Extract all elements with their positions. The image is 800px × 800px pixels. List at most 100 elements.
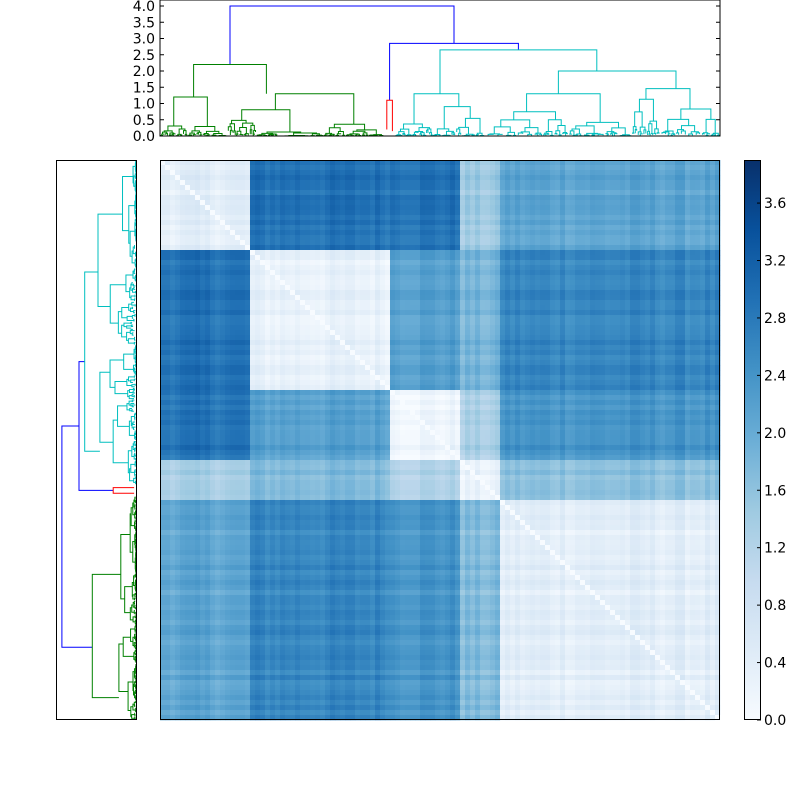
heatmap-cell xyxy=(525,190,531,196)
heatmap-cell xyxy=(380,220,386,226)
heatmap-cell xyxy=(370,210,376,216)
heatmap-cell xyxy=(550,215,556,221)
dendrogram-link xyxy=(389,42,519,101)
heatmap-cell xyxy=(685,345,691,351)
heatmap-cell xyxy=(300,225,306,231)
heatmap-cell xyxy=(530,340,536,346)
heatmap-cell xyxy=(650,345,656,351)
heatmap-cell xyxy=(555,245,561,251)
heatmap-cell xyxy=(250,220,256,226)
heatmap-cell xyxy=(330,325,336,331)
heatmap-cell xyxy=(650,290,656,296)
heatmap-cell xyxy=(335,350,341,356)
heatmap-cell xyxy=(345,195,351,201)
heatmap-cell xyxy=(235,285,241,291)
heatmap-cell xyxy=(705,220,711,226)
heatmap-cell xyxy=(680,345,686,351)
heatmap-cell xyxy=(230,295,236,301)
heatmap-cell xyxy=(630,290,636,296)
heatmap-cell xyxy=(420,280,426,286)
heatmap-cell xyxy=(355,275,361,281)
heatmap-cell xyxy=(385,170,391,176)
heatmap-cell xyxy=(425,190,431,196)
heatmap-cell xyxy=(225,290,231,296)
heatmap-cell xyxy=(460,325,466,331)
heatmap-cell xyxy=(320,300,326,306)
heatmap-cell xyxy=(625,240,631,246)
heatmap-cell xyxy=(250,285,256,291)
top-dendrogram-y-axis: 0.00.51.01.52.02.53.03.54.0 xyxy=(133,0,720,145)
heatmap-cell xyxy=(705,270,711,276)
heatmap-cell xyxy=(235,160,241,166)
heatmap-cell xyxy=(175,235,181,241)
heatmap-cell xyxy=(410,250,416,256)
heatmap-cell xyxy=(450,215,456,221)
heatmap-cell xyxy=(355,160,361,166)
heatmap-cell xyxy=(195,275,201,281)
heatmap-cell xyxy=(715,160,721,166)
heatmap-cell xyxy=(255,265,261,271)
heatmap-cell xyxy=(220,345,226,351)
heatmap-cell xyxy=(345,170,351,176)
heatmap-cell xyxy=(470,215,476,221)
heatmap-cell xyxy=(520,215,526,221)
heatmap-cell xyxy=(420,210,426,216)
heatmap-cell xyxy=(345,260,351,266)
heatmap-cell xyxy=(315,350,321,356)
heatmap-cell xyxy=(280,345,286,351)
heatmap-cell xyxy=(395,250,401,256)
heatmap-cell xyxy=(490,170,496,176)
heatmap-cell xyxy=(325,235,331,241)
heatmap-cell xyxy=(530,170,536,176)
heatmap-cell xyxy=(205,160,211,166)
heatmap-cell xyxy=(220,285,226,291)
heatmap-cell xyxy=(490,195,496,201)
heatmap-cell xyxy=(550,175,556,181)
heatmap-cell xyxy=(260,185,266,191)
heatmap-cell xyxy=(215,160,221,166)
heatmap-cell xyxy=(450,250,456,256)
heatmap-cell xyxy=(700,225,706,231)
heatmap-cell xyxy=(560,305,566,311)
dendrogram-link xyxy=(132,616,136,623)
heatmap-cell xyxy=(660,300,666,306)
heatmap-cell xyxy=(490,290,496,296)
heatmap-cell xyxy=(540,335,546,341)
heatmap-cell xyxy=(435,180,441,186)
heatmap-cell xyxy=(595,350,601,356)
heatmap-cell xyxy=(355,345,361,351)
heatmap-cell xyxy=(615,225,621,231)
heatmap-cell xyxy=(610,160,616,166)
heatmap-cell xyxy=(240,205,246,211)
heatmap-cell xyxy=(285,220,291,226)
heatmap-cell xyxy=(280,245,286,251)
heatmap-cell xyxy=(585,265,591,271)
heatmap-cell xyxy=(180,205,186,211)
heatmap-cell xyxy=(670,185,676,191)
heatmap-cell xyxy=(405,310,411,316)
heatmap-cell xyxy=(340,300,346,306)
heatmap-cell xyxy=(515,230,521,236)
heatmap-cell xyxy=(650,265,656,271)
heatmap-cell xyxy=(670,190,676,196)
heatmap-cell xyxy=(680,330,686,336)
heatmap-cell xyxy=(425,250,431,256)
heatmap-cell xyxy=(520,325,526,331)
heatmap-cell xyxy=(675,325,681,331)
heatmap-cell xyxy=(505,300,511,306)
heatmap-cell xyxy=(325,310,331,316)
dendrogram-link xyxy=(356,129,377,135)
heatmap-cell xyxy=(715,250,721,256)
heatmap-cell xyxy=(675,240,681,246)
heatmap-cell xyxy=(350,200,356,206)
heatmap-cell xyxy=(415,320,421,326)
heatmap-cell xyxy=(275,170,281,176)
heatmap-cell xyxy=(635,240,641,246)
heatmap-cell xyxy=(490,295,496,301)
heatmap-cell xyxy=(435,340,441,346)
heatmap-cell xyxy=(370,270,376,276)
heatmap-cell xyxy=(425,305,431,311)
heatmap-cell xyxy=(605,335,611,341)
heatmap-cell xyxy=(315,295,321,301)
heatmap-cell xyxy=(595,340,601,346)
